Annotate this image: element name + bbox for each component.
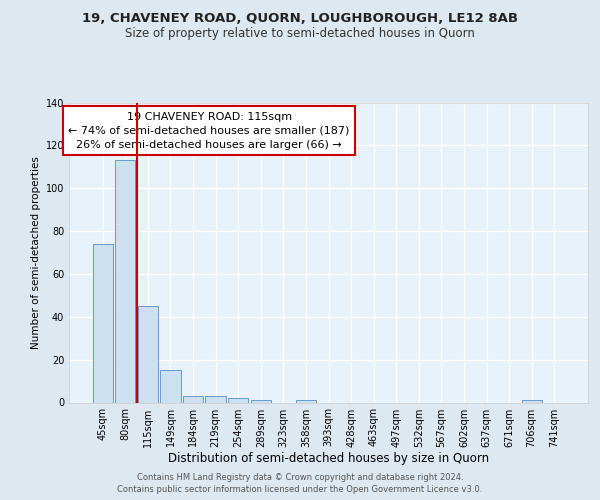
Bar [205,396,226,402]
Text: Size of property relative to semi-detached houses in Quorn: Size of property relative to semi-detach… [125,28,475,40]
Text: Contains public sector information licensed under the Open Government Licence v3: Contains public sector information licen… [118,485,482,494]
X-axis label: Distribution of semi-detached houses by size in Quorn: Distribution of semi-detached houses by … [168,452,489,466]
Bar [251,400,271,402]
Text: 19 CHAVENEY ROAD: 115sqm
← 74% of semi-detached houses are smaller (187)
26% of : 19 CHAVENEY ROAD: 115sqm ← 74% of semi-d… [68,112,350,150]
Text: 19, CHAVENEY ROAD, QUORN, LOUGHBOROUGH, LE12 8AB: 19, CHAVENEY ROAD, QUORN, LOUGHBOROUGH, … [82,12,518,26]
Bar [138,306,158,402]
Bar [115,160,136,402]
Bar [296,400,316,402]
Text: Contains HM Land Registry data © Crown copyright and database right 2024.: Contains HM Land Registry data © Crown c… [137,474,463,482]
Bar [228,398,248,402]
Bar [521,400,542,402]
Bar [92,244,113,402]
Bar [160,370,181,402]
Bar [183,396,203,402]
Y-axis label: Number of semi-detached properties: Number of semi-detached properties [31,156,41,349]
